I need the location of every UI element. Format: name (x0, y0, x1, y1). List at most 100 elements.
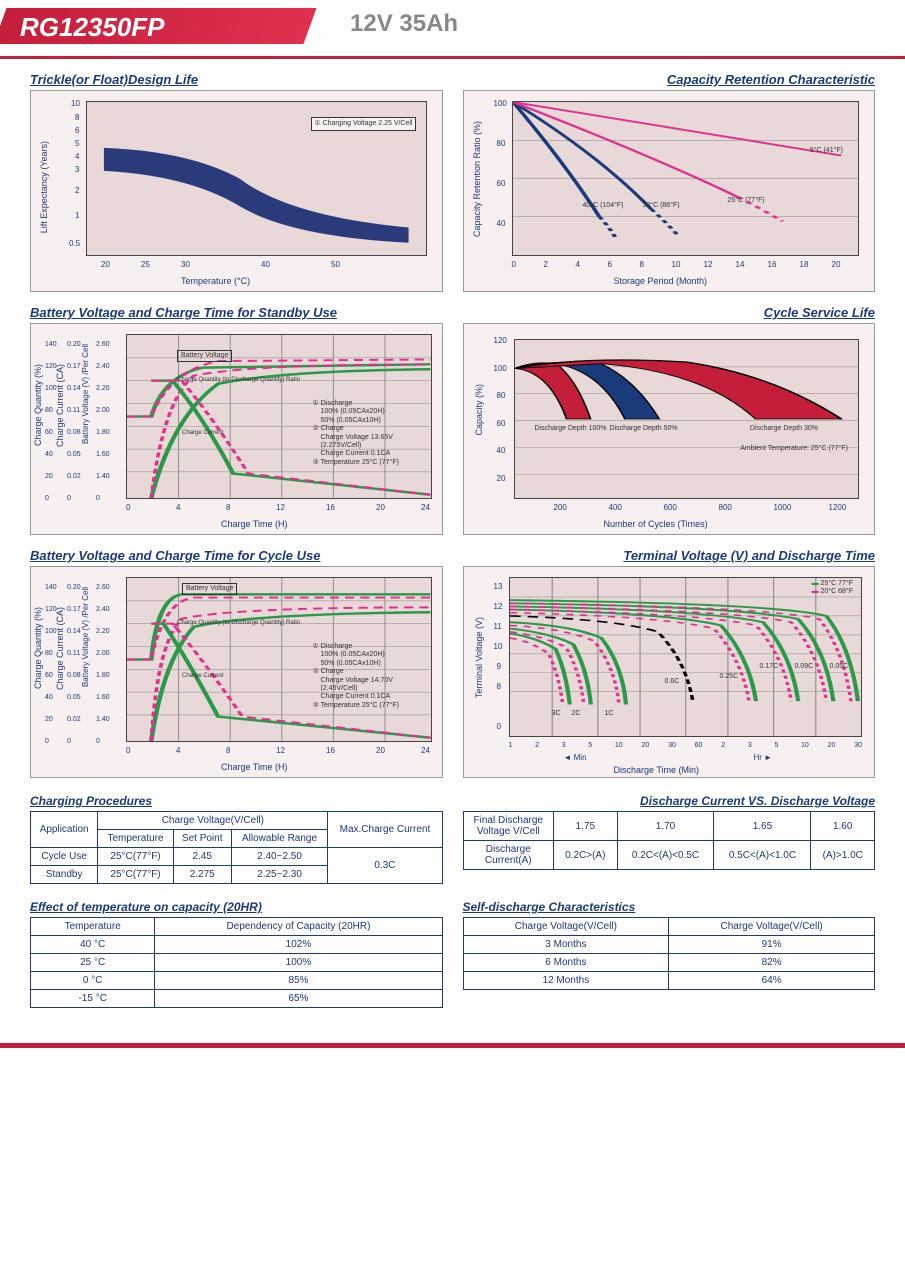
td: 0.2C>(A) (554, 841, 618, 870)
td: 40 °C (31, 936, 155, 954)
t: 0.14 (67, 621, 81, 643)
th: Temperature (98, 830, 173, 848)
chart1-box: Lift Expectancy (Years) ① Charging Volta… (30, 90, 443, 292)
chart1-xlabel: Temperature (°C) (181, 276, 250, 286)
c3y1: Charge Quantity (%) (33, 364, 43, 446)
l1: 25°C 77°F (821, 580, 853, 587)
row-3: Battery Voltage and Charge Time for Cycl… (30, 545, 875, 778)
t: 80 (45, 643, 57, 665)
u1: ◄ Min (564, 753, 587, 762)
t: 4 (576, 260, 580, 269)
t: 1 (509, 742, 536, 749)
chart2-ylabel: Capacity Retention Ratio (%) (472, 121, 482, 237)
t: 0 (67, 488, 81, 510)
t: 1.60 (96, 687, 110, 709)
c3y3: Battery Voltage (V) /Per Cell (81, 344, 90, 444)
n: Charge Voltage 14.70V (313, 677, 423, 685)
chart4-plot: Discharge Depth 100% Discharge Depth 50%… (514, 339, 860, 499)
chart5-plot: Battery Voltage Charge Quantity (to-Disc… (126, 577, 432, 742)
t: 4 (176, 746, 180, 755)
t: 0 (67, 731, 81, 753)
t: 1.80 (96, 422, 110, 444)
t: 20 (832, 260, 841, 269)
t: 1200 (829, 503, 847, 512)
chart6-ylabel: Terminal Voltage (V) (474, 617, 484, 698)
t: 0.05 (67, 444, 81, 466)
th: Charge Voltage(V/Cell) (98, 812, 328, 830)
row-tables-1: Charging Procedures Application Charge V… (30, 788, 875, 884)
r1: Discharge Depth 100% (535, 425, 607, 433)
table-row: Final Discharge Voltage V/Cell 1.75 1.70… (463, 812, 875, 841)
chart5-box: Charge Quantity (%) Charge Current (CA) … (30, 566, 443, 778)
t: 8 (226, 503, 230, 512)
y1t: 140120100806040200 (45, 577, 57, 753)
t: 24 (421, 746, 430, 755)
td: Cycle Use (31, 848, 98, 866)
td: -15 °C (31, 990, 155, 1008)
td: 2.275 (173, 866, 231, 884)
panel-t4: Self-discharge Characteristics Charge Vo… (463, 894, 876, 1008)
l: 5°C (41°F) (810, 147, 843, 155)
t: 3 (748, 742, 775, 749)
t: 0.08 (67, 422, 81, 444)
t: 10 (71, 99, 80, 108)
t: 0.08 (67, 665, 81, 687)
chart4-box: Capacity (%) Discharge Depth 100% Discha… (463, 323, 876, 535)
t: 60 (497, 419, 506, 428)
t: 120 (45, 599, 57, 621)
table-row: 25 °C100% (31, 954, 443, 972)
td: 6 Months (463, 954, 669, 972)
t: 30 (854, 742, 862, 749)
t: 0.02 (67, 466, 81, 488)
t: 0.5 (69, 239, 80, 248)
td: 0 °C (31, 972, 155, 990)
t: 100 (45, 621, 57, 643)
model-number: RG12350FP (20, 12, 165, 43)
t: 30 (668, 742, 695, 749)
l2: 20°C 68°F (821, 588, 853, 595)
chart6-plot: ▬ 25°C 77°F ▬ 20°C 68°F 3C 2C 1C 0.6C 0.… (509, 577, 863, 737)
chart3-box: Charge Quantity (%) Charge Current (CA) … (30, 323, 443, 535)
td: 1.65 (714, 812, 811, 841)
t: 0.20 (67, 334, 81, 356)
t: 40 (497, 446, 506, 455)
td: 3 Months (463, 936, 669, 954)
t: 200 (554, 503, 567, 512)
t: 100 (45, 378, 57, 400)
t: 100 (494, 99, 507, 108)
n: Charge Current 0.1CA (313, 450, 423, 458)
n: 50% (0.05CAx10H) (313, 660, 423, 668)
row-tables-2: Effect of temperature on capacity (20HR)… (30, 894, 875, 1008)
c: 0.05C (830, 663, 849, 671)
chart2-title: Capacity Retention Characteristic (463, 69, 876, 90)
t: 6 (608, 260, 612, 269)
t: 0.17 (67, 356, 81, 378)
c5y3: Battery Voltage (V) /Per Cell (81, 587, 90, 687)
t: 20 (828, 742, 855, 749)
th: Max.Charge Current (328, 812, 442, 848)
t: 2 (75, 186, 79, 195)
t2-title: Discharge Current VS. Discharge Voltage (463, 794, 876, 808)
t: 1000 (774, 503, 792, 512)
t: 12 (704, 260, 713, 269)
t: 0.14 (67, 378, 81, 400)
r3: Discharge Depth 30% (750, 425, 818, 433)
a3: Charge Current (182, 430, 223, 437)
td: 0.2C<(A)<0.5C (617, 841, 714, 870)
td: 2.45 (173, 848, 231, 866)
xt: 1 2 3 5 10 20 30 60 2 3 5 10 20 30 (509, 742, 863, 749)
footer-bar (0, 1043, 905, 1048)
t: 13 (494, 582, 503, 591)
t: 16 (326, 746, 335, 755)
chart1-ylabel: Lift Expectancy (Years) (39, 141, 49, 233)
t: 120 (494, 336, 507, 345)
t: 0 (45, 731, 57, 753)
t: 140 (45, 334, 57, 356)
t: 24 (421, 503, 430, 512)
y3t: 2.602.402.202.001.801.601.400 (96, 334, 110, 510)
y2t: 0.200.170.140.110.080.050.020 (67, 577, 81, 753)
table-row: TemperatureDependency of Capacity (20HR) (31, 918, 443, 936)
t: 80 (497, 139, 506, 148)
t: 2.40 (96, 356, 110, 378)
t: 10 (615, 742, 642, 749)
